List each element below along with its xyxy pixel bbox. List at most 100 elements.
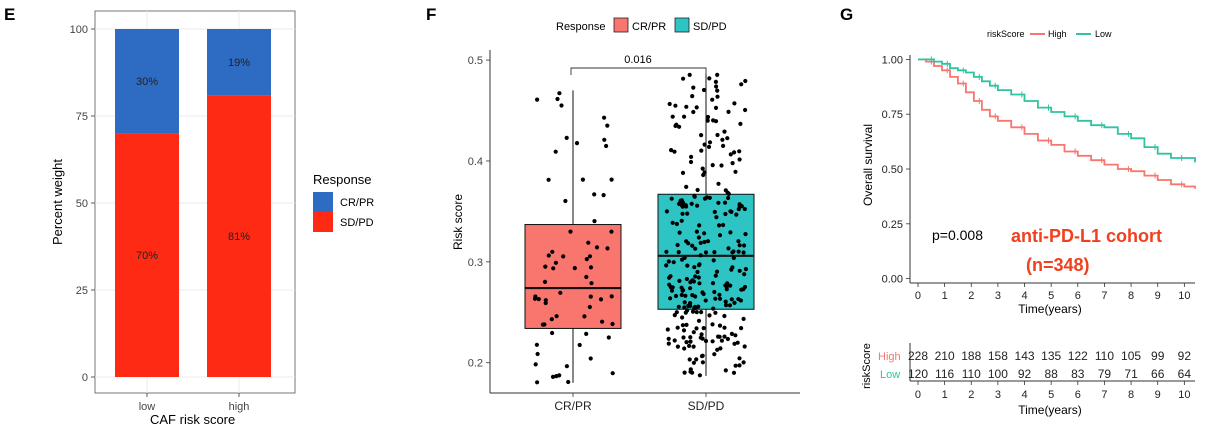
panel-f-point: [684, 104, 689, 109]
panel-g-legend-label-low: Low: [1095, 29, 1112, 39]
panel-f-point: [689, 154, 694, 159]
panel-f-bracket-line: [570, 67, 707, 75]
panel-f-y-tick-label: 0.5: [468, 55, 483, 67]
panel-f-point: [667, 282, 672, 287]
panel-f-point: [694, 105, 699, 110]
panel-f-point: [710, 281, 716, 286]
panel-f-point: [582, 314, 587, 319]
panel-f-point: [715, 88, 720, 93]
panel-f-point: [690, 293, 695, 298]
panel-f-point: [738, 121, 743, 126]
panel-f-point: [540, 322, 546, 327]
panel-f-point: [695, 187, 700, 193]
panel-f-significance-bracket: 0.016: [570, 54, 707, 75]
panel-f-point: [564, 135, 569, 140]
panel-g-risk-x-tick-label: 9: [1155, 389, 1161, 401]
panel-f-point: [707, 76, 712, 81]
panel-f-point: [732, 101, 737, 106]
panel-f-y-tick-label: 0.3: [468, 257, 483, 269]
panel-f-point: [736, 249, 741, 254]
panel-g-risk-x-tick-label: 4: [1021, 389, 1027, 401]
panel-f-point: [743, 232, 748, 237]
panel-f-point: [670, 220, 675, 225]
panel-f-point: [715, 72, 720, 77]
panel-f-point: [674, 310, 679, 315]
panel-f-point: [684, 340, 689, 345]
panel-f-point: [680, 204, 685, 209]
panel-e-letter: E: [4, 5, 15, 24]
panel-f-point: [741, 316, 746, 321]
panel-f-point: [707, 140, 713, 145]
panel-f-point: [691, 109, 696, 115]
panel-f-point: [600, 319, 605, 324]
panel-f-point: [676, 304, 681, 309]
panel-f-point: [681, 76, 686, 81]
panel-f-point: [694, 229, 700, 234]
panel-f-point: [664, 249, 669, 254]
panel-f-point: [587, 254, 593, 259]
panel-f-point: [739, 287, 744, 292]
panel-f-point: [731, 255, 736, 261]
panel-f-x-ticks: CR/PR SD/PD: [554, 393, 725, 413]
panel-e-x-ticks: low high: [139, 393, 249, 413]
panel-f-point: [711, 118, 716, 123]
panel-f-point: [588, 356, 593, 361]
panel-f-point: [726, 109, 731, 114]
panel-g-risk-table-values: 228 210 188 158 143 135 122 110 105 99 92 120 116 110…: [908, 349, 1191, 381]
panel-f-point: [703, 298, 708, 303]
panel-g-x-tick-label: 4: [1021, 290, 1027, 302]
panel-f-point: [606, 335, 611, 340]
panel-f-point: [737, 363, 742, 368]
panel-e: E 70% 30% 81% 19% 0 25 50 75 100 low high CAF ri…: [4, 5, 374, 427]
panel-f-point: [725, 336, 731, 342]
panel-f-point: [742, 243, 747, 248]
panel-f-point: [685, 211, 690, 216]
panel-f-point: [555, 96, 560, 102]
panel-f-point: [664, 209, 670, 214]
panel-f-point: [566, 379, 571, 385]
panel-g-risk-value: 105: [1121, 349, 1141, 363]
panel-f-point: [697, 262, 702, 267]
panel-f-point: [559, 103, 564, 108]
panel-f-point: [666, 259, 671, 264]
panel-f-point: [692, 194, 697, 199]
panel-f-point: [665, 327, 670, 332]
panel-g-y-axis-label: Overall survival: [861, 124, 875, 206]
panel-f-point: [714, 215, 719, 220]
panel-f-point: [736, 239, 741, 244]
panel-f-y-ticks: 0.2 0.3 0.4 0.5: [468, 55, 490, 370]
panel-f-point: [723, 211, 728, 217]
panel-f-point: [580, 177, 586, 182]
panel-f-point: [705, 239, 711, 244]
panel-f-point: [605, 123, 610, 128]
panel-f-legend-swatch-crpr: [613, 17, 629, 33]
panel-f-point: [731, 370, 737, 375]
panel-f-point: [729, 331, 735, 336]
panel-f-point: [699, 148, 704, 153]
panel-f-point: [584, 331, 589, 336]
panel-f-point: [699, 354, 705, 359]
panel-f-point: [690, 278, 695, 283]
panel-f-point: [713, 105, 719, 110]
panel-f-point: [741, 250, 746, 255]
panel-g-x-tick-label: 2: [968, 290, 974, 302]
panel-f-point: [672, 149, 677, 154]
panel-f-point: [543, 300, 548, 306]
panel-g-risk-value: 135: [1041, 349, 1061, 363]
panel-f-point: [532, 296, 538, 301]
panel-f-point: [675, 344, 681, 349]
panel-g-risk-value: 122: [1068, 349, 1088, 363]
panel-g-risk-x-tick-label: 1: [942, 389, 948, 401]
panel-f-point: [690, 309, 696, 314]
panel-g-risk-value: 71: [1124, 367, 1138, 381]
panel-f-legend-label-crpr: CR/PR: [632, 21, 666, 33]
panel-f-point: [702, 196, 708, 201]
panel-f-point: [702, 231, 707, 236]
panel-f-point: [726, 246, 731, 251]
panel-f-point: [666, 341, 671, 346]
panel-e-y-tick-label: 0: [82, 372, 88, 384]
panel-f-point: [535, 97, 540, 102]
panel-f-point: [701, 326, 706, 331]
panel-e-bar-label: 30%: [136, 76, 158, 88]
panel-f-point: [705, 114, 711, 120]
